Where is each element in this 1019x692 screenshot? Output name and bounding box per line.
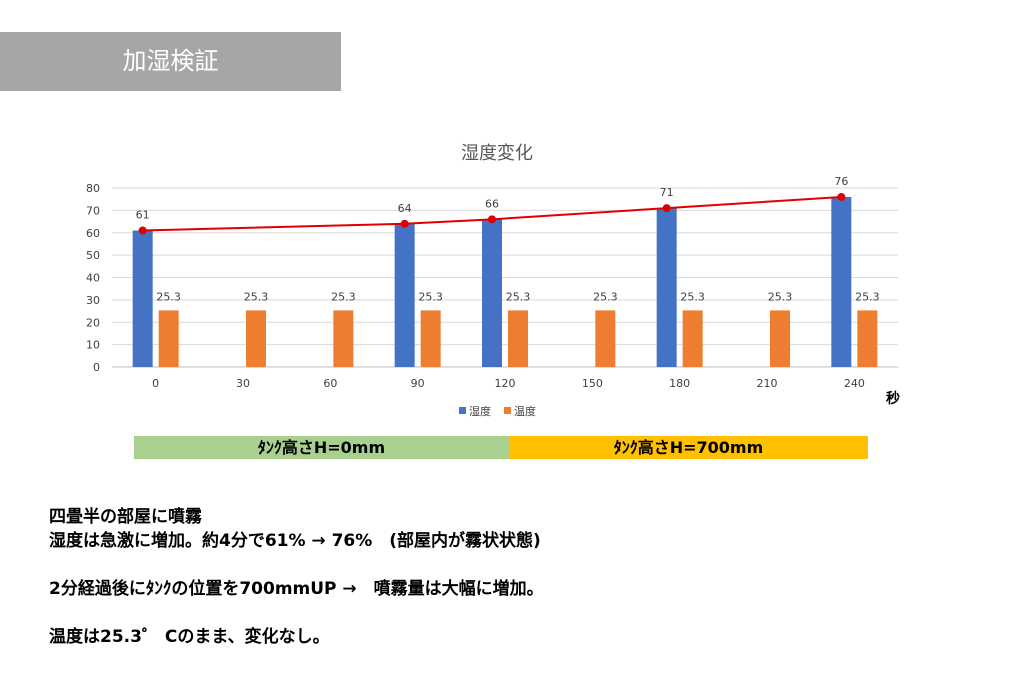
humidity-bar [482,219,502,367]
y-tick-label: 60 [86,227,100,240]
temperature-data-label: 25.3 [156,290,181,303]
y-tick-label: 0 [93,361,100,374]
x-tick-label: 30 [236,377,250,390]
y-tick-label: 10 [86,339,100,352]
x-tick-label: 150 [582,377,603,390]
humidity-trend-point [138,226,147,235]
temperature-data-label: 25.3 [331,290,356,303]
temperature-data-label: 25.3 [506,290,531,303]
humidity-data-label: 64 [398,202,412,215]
legend-temperature-label: 温度 [514,404,536,418]
temperature-bar [333,310,354,367]
temperature-data-label: 25.3 [680,290,705,303]
notes-text: 四畳半の部屋に噴霧 湿度は急激に増加。約4分で61% → 76% (部屋内が霧状… [49,505,544,649]
slide-title: 加湿検証 [122,47,219,75]
x-tick-label: 240 [844,377,865,390]
humidity-bar [132,230,153,367]
humidity-bar [831,196,852,367]
temperature-data-label: 25.3 [855,290,880,303]
note-line-4: 温度は25.3゜ Cのまま、変化なし。 [49,627,330,647]
chart-title: 湿度変化 [461,143,533,164]
x-axis-unit-label: 秒 [886,390,900,407]
temperature-bar [857,310,878,367]
temperature-data-label: 25.3 [593,290,618,303]
x-tick-label: 90 [411,377,425,390]
humidity-bar [656,208,677,367]
note-line-2: 湿度は急激に増加。約4分で61% → 76% (部屋内が霧状状態) [49,531,541,551]
x-tick-label: 210 [757,377,778,390]
x-tick-label: 180 [669,377,690,390]
temperature-bar [770,310,790,367]
humidity-data-label: 66 [485,197,499,210]
tank-height-0-band: ﾀﾝｸ高さH=0mm [134,436,509,459]
y-tick-label: 70 [86,204,100,217]
y-tick-label: 20 [86,316,100,329]
humidity-data-label: 61 [136,209,150,222]
humidity-trend-point [488,215,496,224]
temperature-bar [246,310,266,367]
humidity-data-label: 76 [834,175,848,188]
temperature-bar [595,310,616,367]
temperature-data-label: 25.3 [418,290,443,303]
humidity-trend-point [837,192,846,201]
temperature-bar [420,310,441,367]
y-tick-label: 80 [86,182,100,195]
x-tick-label: 0 [152,377,159,390]
humidity-bar [394,223,415,367]
temperature-data-label: 25.3 [244,290,269,303]
legend-humidity-label: 湿度 [469,404,491,418]
y-tick-label: 40 [86,272,100,285]
temperature-bar [158,310,179,367]
temperature-bar [682,310,703,367]
legend-temperature-swatch [504,407,511,414]
x-tick-label: 120 [495,377,516,390]
x-tick-label: 60 [323,377,337,390]
title-bar: 加湿検証 [0,32,341,91]
tank-height-700-band: ﾀﾝｸ高さH=700mm [509,436,868,459]
temperature-data-label: 25.3 [768,290,793,303]
legend-humidity-swatch [459,407,466,414]
humidity-data-label: 71 [660,186,674,199]
temperature-bar [508,310,528,367]
y-tick-label: 50 [86,249,100,262]
note-line-3: 2分経過後にﾀﾝｸの位置を700mmUP → 噴霧量は大幅に増加。 [49,579,544,599]
humidity-chart: 湿度変化 秒 0 10 20 30 40 50 60 70 80 0 30 60 90 120 150 180… [86,143,900,418]
humidity-trend-point [662,204,671,213]
y-tick-label: 30 [86,294,100,307]
note-line-1: 四畳半の部屋に噴霧 [49,507,202,527]
humidity-trend-point [400,219,409,228]
